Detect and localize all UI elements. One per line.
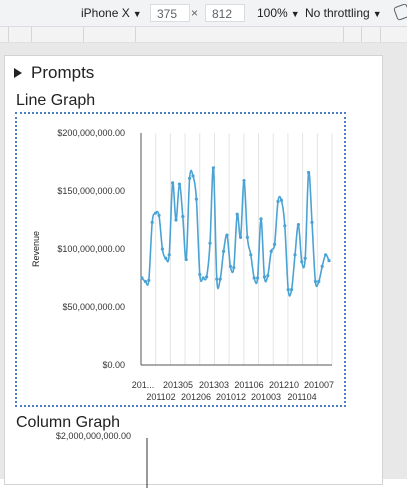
column-ytick-top: $2,000,000,000.00 [56,431,131,441]
data-point [279,198,283,202]
data-point [188,176,192,180]
data-point [154,211,158,215]
throttling-value: No throttling [305,6,370,20]
data-point [252,276,256,280]
prompts-label: Prompts [31,63,95,82]
data-point [147,278,151,282]
device-name: iPhone X [81,6,130,20]
zoom-select[interactable]: 100% ▼ [257,0,300,26]
data-point [167,253,171,257]
data-point [273,242,277,246]
data-point [303,256,307,260]
data-point [228,264,232,268]
data-point [245,235,249,239]
y-tick-label: $100,000,000.00 [57,244,125,254]
x-tick-label: 201104 [287,392,316,402]
x-tick-label: 201003 [251,392,281,402]
line-graph-container: $200,000,000.00 $150,000,000.00 $100,000,0… [15,112,346,407]
x-tick-label: 201... [132,380,155,390]
prompts-toggle[interactable]: Prompts [14,63,94,83]
data-point [205,275,209,279]
chevron-down-icon: ▼ [372,9,382,19]
data-point [164,256,168,260]
data-point [269,249,273,253]
data-point [266,274,270,278]
data-point [232,265,236,270]
device-viewport: Prompts Line Graph $200,000,000.00 $150,0… [0,43,407,488]
data-point [313,279,317,284]
data-point [256,276,260,280]
rotate-icon[interactable] [393,3,407,21]
data-point [283,224,287,228]
data-point [293,253,297,257]
x-tick-label: 201007 [304,380,334,390]
data-point [317,279,321,284]
data-point [201,276,205,280]
data-point [307,170,311,175]
x-tick-label: 201303 [199,380,229,390]
data-point [160,247,164,251]
data-point [296,223,300,227]
data-point [157,213,161,217]
data-point [324,253,328,257]
data-point [194,197,198,201]
data-point [239,235,243,239]
column-chart: $2,000,000,000.00 [56,431,148,488]
data-point [191,174,195,178]
x-tick-label: 201102 [146,392,175,402]
data-point [276,199,280,204]
height-input[interactable]: 812 [205,4,245,22]
data-point [171,181,175,185]
data-point [286,288,290,292]
data-point [262,275,266,279]
column-graph-title: Column Graph [16,414,121,431]
data-point [184,257,188,262]
data-point [235,212,239,216]
data-point [222,249,226,253]
width-input[interactable]: 375 [150,4,190,22]
line-chart: $200,000,000.00 $150,000,000.00 $100,000,0… [31,128,334,402]
y-tick-label: $150,000,000.00 [57,186,125,196]
y-tick-label: $0.00 [102,360,125,370]
data-point [174,218,178,222]
line-graph-title: Line Graph [16,92,96,109]
data-point [208,241,212,245]
device-select[interactable]: iPhone X ▼ [81,0,142,26]
data-point [198,272,202,277]
times-icon: × [191,6,199,20]
x-tick-label: 201012 [216,392,246,402]
data-point [140,276,144,280]
x-tick-label: 201106 [234,380,263,390]
y-tick-label: $200,000,000.00 [57,128,125,138]
data-point [300,260,304,264]
data-point [259,217,263,221]
data-point [150,220,154,224]
data-point [225,233,229,237]
x-tick-label: 201210 [269,380,299,390]
media-query-bar [0,27,407,43]
chevron-down-icon: ▼ [290,9,300,19]
y-tick-label: $50,000,000.00 [62,302,125,312]
data-point [290,288,294,292]
triangle-right-icon [14,68,22,78]
data-point [242,178,246,183]
chevron-down-icon: ▼ [132,9,142,19]
data-point [320,264,324,268]
zoom-value: 100% [257,6,288,20]
data-point [310,220,314,224]
data-point [211,166,215,170]
data-point [327,259,331,263]
x-tick-label: 201206 [181,392,211,402]
x-tick-label: 201305 [163,380,193,390]
devtools-device-toolbar: iPhone X ▼ 375 × 812 100% ▼ No throttling ▼ [0,0,407,27]
data-point [143,279,147,284]
report-page: Prompts Line Graph $200,000,000.00 $150,0… [4,55,383,488]
data-point [218,277,222,281]
data-point [181,214,185,219]
y-axis-label: Revenue [31,231,41,267]
data-point [215,277,219,281]
data-point [249,253,253,257]
throttling-select[interactable]: No throttling ▼ [305,0,382,26]
data-point [177,182,181,186]
